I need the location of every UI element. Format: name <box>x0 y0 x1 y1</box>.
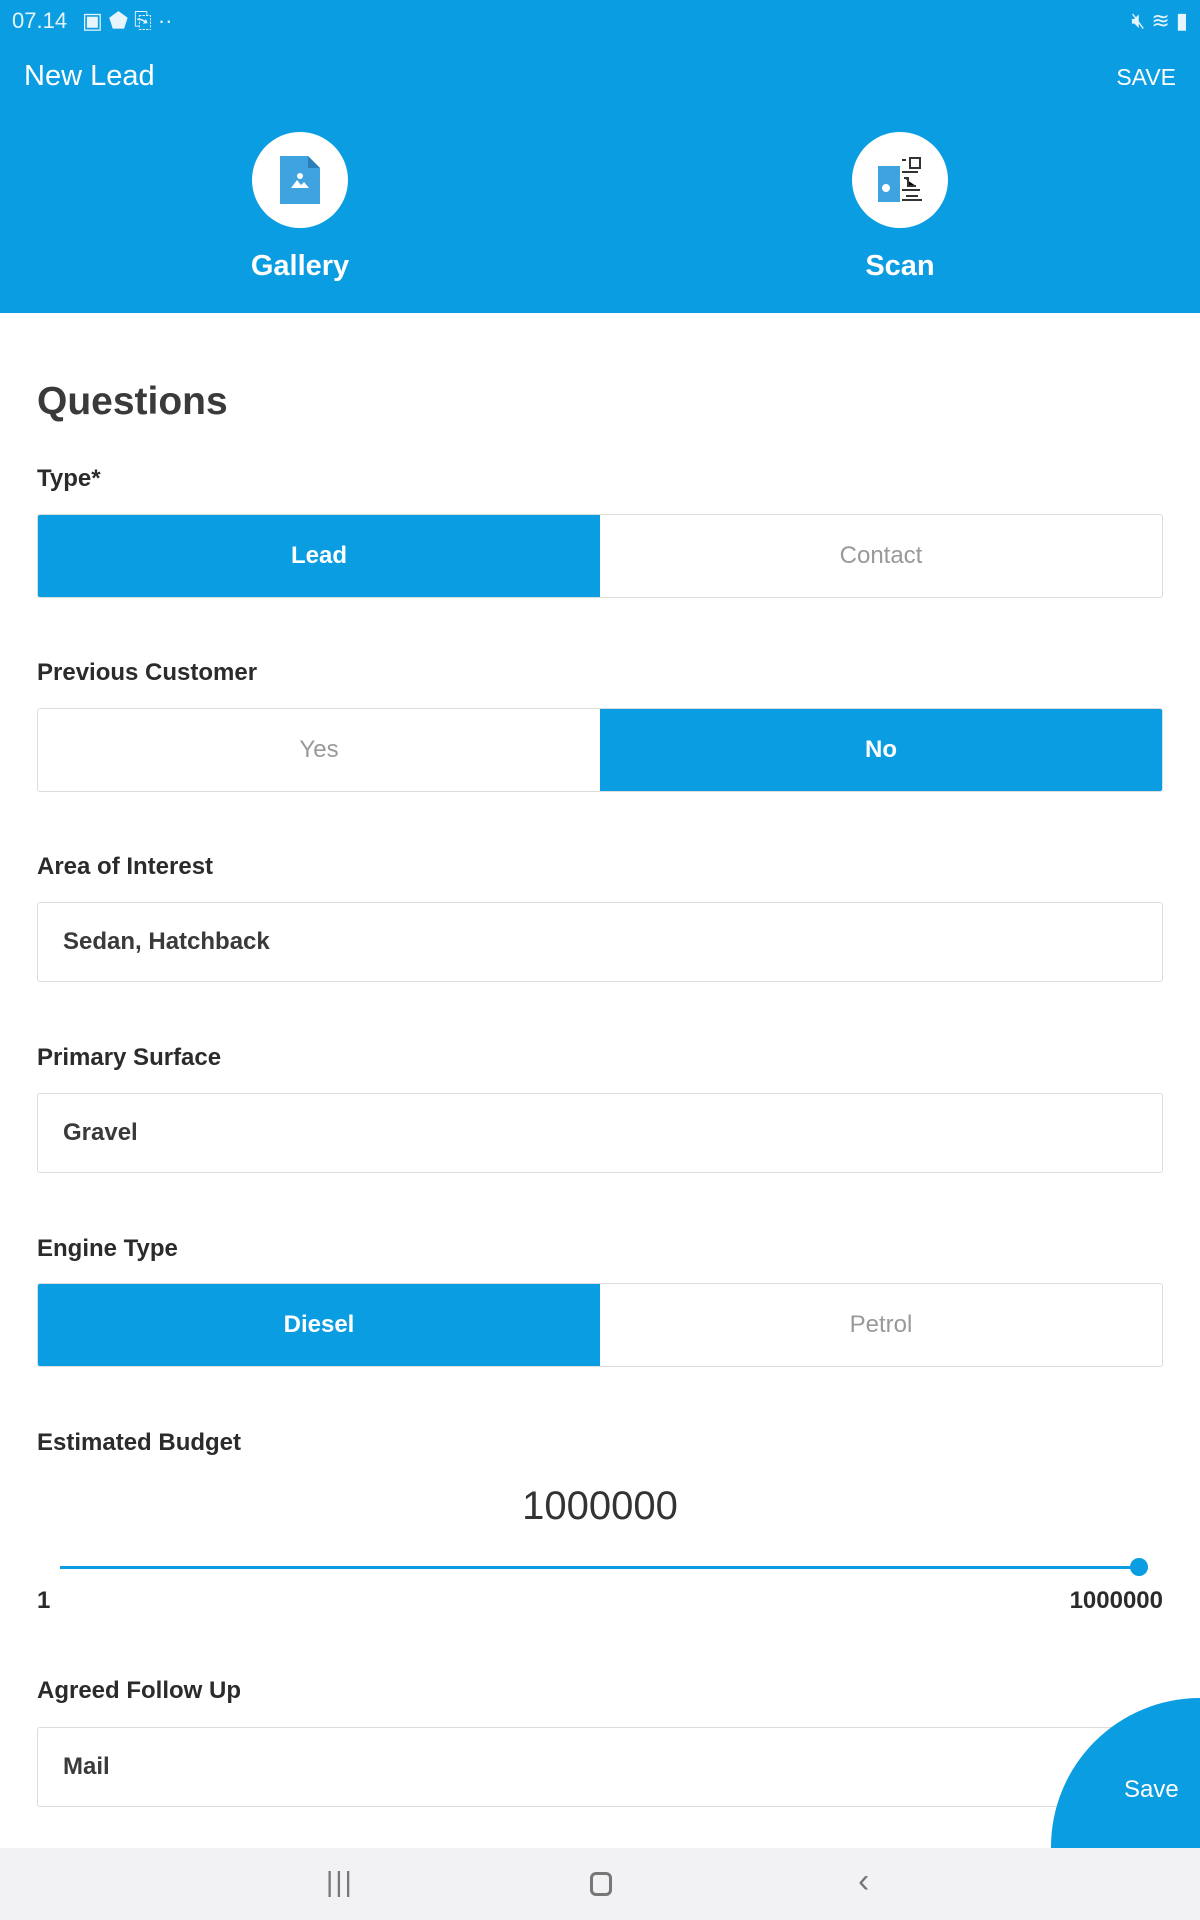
section-title: Questions <box>37 380 228 423</box>
previous-customer-label: Previous Customer <box>37 659 258 686</box>
engine-type-toggle: Diesel Petrol <box>37 1283 1163 1367</box>
type-option-contact[interactable]: Contact <box>839 542 923 569</box>
scan-button[interactable] <box>852 132 948 228</box>
gallery-label[interactable]: Gallery <box>250 250 350 282</box>
save-fab[interactable] <box>1051 1698 1200 1848</box>
status-time: 07.14 <box>12 8 68 33</box>
follow-up-label: Agreed Follow Up <box>37 1677 241 1704</box>
type-toggle: Lead Contact <box>37 514 1163 598</box>
system-status-icons: 🔇︎ ≋ ▮ <box>1131 8 1188 33</box>
engine-option-diesel[interactable]: Diesel <box>38 1284 600 1366</box>
status-icons: ▣ ⬟ ⎘ ·· <box>82 8 173 33</box>
area-of-interest-field[interactable]: Sedan, Hatchback <box>37 902 1163 982</box>
gallery-button[interactable] <box>252 132 348 228</box>
type-label: Type* <box>37 465 101 492</box>
budget-label: Estimated Budget <box>37 1429 242 1456</box>
previous-customer-toggle: Yes No <box>37 708 1163 792</box>
previous-customer-no[interactable]: No <box>600 709 1162 791</box>
page-title: New Lead <box>24 60 155 92</box>
back-icon[interactable]: ‹ <box>858 1862 870 1900</box>
qr-scan-icon <box>878 156 922 202</box>
budget-min: 1 <box>37 1587 51 1614</box>
budget-max: 1000000 <box>1069 1587 1163 1614</box>
home-icon[interactable] <box>590 1872 612 1896</box>
budget-slider-thumb[interactable] <box>1130 1558 1148 1576</box>
recent-apps-icon[interactable]: ||| <box>326 1866 354 1897</box>
budget-slider-track[interactable] <box>60 1566 1139 1569</box>
system-nav-bar: ||| ‹ <box>0 1848 1200 1920</box>
engine-option-petrol[interactable]: Petrol <box>849 1311 913 1338</box>
area-of-interest-label: Area of Interest <box>37 853 214 880</box>
follow-up-field[interactable]: Mail <box>37 1727 1163 1807</box>
primary-surface-label: Primary Surface <box>37 1044 222 1071</box>
save-fab-label[interactable]: Save <box>1124 1776 1179 1803</box>
image-file-icon <box>280 156 320 204</box>
budget-value: 1000000 <box>522 1484 678 1528</box>
app-header: 07.14 ▣ ⬟ ⎘ ·· 🔇︎ ≋ ▮ New Lead SAVE Gall… <box>0 0 1200 313</box>
scan-label[interactable]: Scan <box>865 250 935 282</box>
save-button[interactable]: SAVE <box>1116 64 1176 90</box>
type-option-lead[interactable]: Lead <box>38 515 600 597</box>
engine-type-label: Engine Type <box>37 1235 178 1262</box>
primary-surface-field[interactable]: Gravel <box>37 1093 1163 1173</box>
previous-customer-yes[interactable]: Yes <box>299 736 339 763</box>
